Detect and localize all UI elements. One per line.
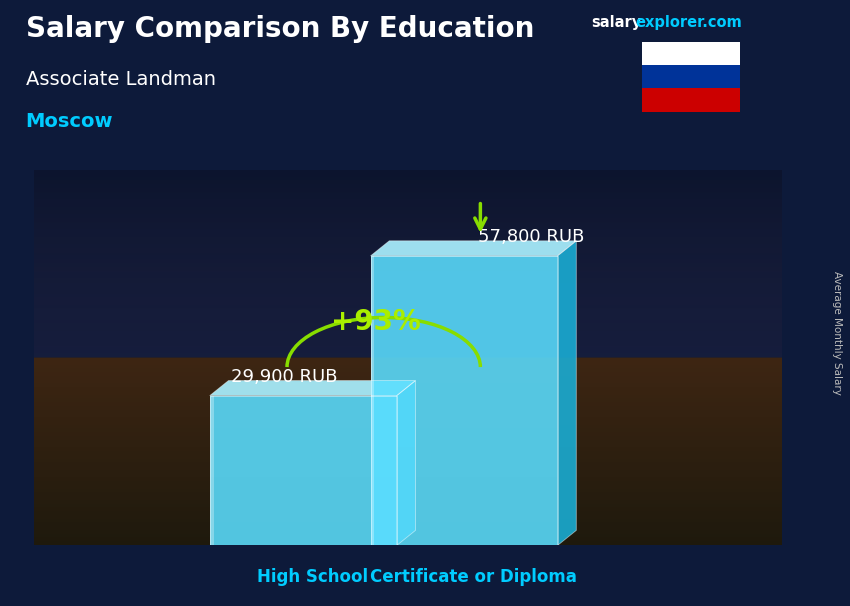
Text: High School: High School <box>257 568 368 586</box>
Polygon shape <box>210 396 397 545</box>
Text: Moscow: Moscow <box>26 112 113 131</box>
Text: Average Monthly Salary: Average Monthly Salary <box>832 271 842 395</box>
Polygon shape <box>371 256 374 545</box>
Text: 29,900 RUB: 29,900 RUB <box>231 368 337 385</box>
Text: explorer.com: explorer.com <box>636 15 743 30</box>
Polygon shape <box>210 381 416 396</box>
Text: 57,800 RUB: 57,800 RUB <box>479 228 585 246</box>
Text: Associate Landman: Associate Landman <box>26 70 216 88</box>
Polygon shape <box>558 241 576 545</box>
Text: salary: salary <box>591 15 641 30</box>
Polygon shape <box>397 381 416 545</box>
Text: Certificate or Diploma: Certificate or Diploma <box>370 568 577 586</box>
Text: Salary Comparison By Education: Salary Comparison By Education <box>26 15 534 43</box>
Polygon shape <box>371 241 576 256</box>
Polygon shape <box>371 256 558 545</box>
Polygon shape <box>210 396 213 545</box>
Text: +93%: +93% <box>332 308 421 336</box>
